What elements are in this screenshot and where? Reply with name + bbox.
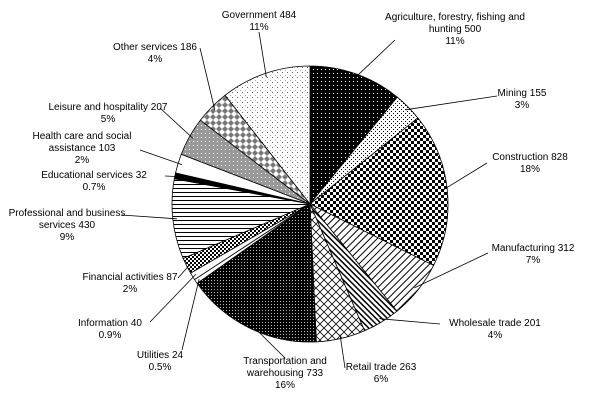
value-label: 155 xyxy=(529,88,547,99)
leader-line xyxy=(181,279,200,351)
value-label: 201 xyxy=(524,318,541,329)
share-label: 6% xyxy=(373,374,389,385)
share-label: 0.7% xyxy=(82,182,106,193)
category-name: Wholesale trade xyxy=(449,318,522,329)
category-name: Government xyxy=(221,10,277,21)
value-label: 430 xyxy=(78,220,96,231)
category-name: Construction xyxy=(492,152,549,163)
category-name: Agriculture, forestry, fishing and hunti… xyxy=(385,12,525,35)
pie-slice xyxy=(196,203,317,343)
leader-line xyxy=(443,162,488,191)
share-label: 18% xyxy=(519,164,540,175)
slice-label: Agriculture, forestry, fishing and hunti… xyxy=(385,12,525,48)
value-label: 87 xyxy=(166,272,178,283)
leader-line xyxy=(164,175,179,178)
slice-label: Government 484 11% xyxy=(199,10,319,34)
leader-line xyxy=(139,149,183,165)
slice-label: Leisure and hospitality 207 5% xyxy=(38,102,178,126)
leader-line xyxy=(258,31,267,78)
slice-label: Wholesale trade 201 4% xyxy=(435,318,555,342)
value-label: 40 xyxy=(130,318,142,329)
category-name: Health care and social assistance xyxy=(32,131,132,154)
slice-label: Utilities 24 0.5% xyxy=(125,350,195,374)
category-name: Manufacturing xyxy=(491,243,555,254)
slice-label: Financial activities 87 2% xyxy=(75,272,185,296)
share-label: 4% xyxy=(147,54,163,65)
pie-slice xyxy=(309,65,398,206)
leader-line xyxy=(199,47,216,110)
slice-label: Construction 828 18% xyxy=(485,152,575,176)
leader-line xyxy=(379,318,441,325)
slice-label: Information 40 0.9% xyxy=(70,318,150,342)
slice-label: Educational services 32 0.7% xyxy=(24,170,164,194)
value-label: 733 xyxy=(306,368,324,379)
leader-line xyxy=(354,39,396,79)
pie-slice xyxy=(309,117,449,266)
slice-label: Mining 155 3% xyxy=(482,88,562,112)
category-name: Educational services xyxy=(41,170,133,181)
value-label: 828 xyxy=(551,152,568,163)
category-name: Mining xyxy=(497,88,527,99)
share-label: 2% xyxy=(122,284,138,295)
category-name: Utilities xyxy=(136,350,170,361)
leader-line xyxy=(414,252,489,289)
leader-line xyxy=(149,273,197,323)
pie-slice xyxy=(224,65,311,206)
pie-slice xyxy=(171,178,312,259)
share-label: 11% xyxy=(445,36,465,47)
share-label: 11% xyxy=(249,22,269,33)
leader-line xyxy=(177,263,191,279)
value-label: 207 xyxy=(150,102,168,113)
share-label: 0.5% xyxy=(148,362,172,373)
leader-line xyxy=(250,324,286,359)
slice-label: Professional and business services 430 9% xyxy=(2,208,132,244)
category-name: Information xyxy=(78,318,129,329)
slice-label: Retail trade 263 6% xyxy=(336,362,426,386)
share-label: 0.9% xyxy=(98,330,122,341)
value-label: 500 xyxy=(464,24,482,35)
category-name: Retail trade xyxy=(345,362,397,373)
category-name: Other services xyxy=(113,42,178,53)
share-label: 5% xyxy=(100,114,116,125)
value-label: 263 xyxy=(399,362,417,373)
share-label: 2% xyxy=(74,155,90,166)
leader-line xyxy=(121,214,177,220)
leader-line xyxy=(339,334,346,369)
share-label: 9% xyxy=(59,232,75,243)
share-label: 7% xyxy=(525,255,541,266)
share-label: 4% xyxy=(487,330,503,341)
value-label: 186 xyxy=(180,42,197,53)
slice-label: Other services 186 4% xyxy=(105,42,205,66)
slice-label: Manufacturing 312 7% xyxy=(483,243,583,267)
slice-label: Transportation and warehousing 733 16% xyxy=(230,356,340,392)
slice-label: Health care and social assistance 103 2% xyxy=(22,131,142,167)
category-name: Transportation and warehousing xyxy=(243,356,327,379)
value-label: 484 xyxy=(279,10,297,21)
share-label: 3% xyxy=(514,100,530,111)
category-name: Professional and business services xyxy=(8,208,126,231)
category-name: Financial activities xyxy=(82,272,164,283)
value-label: 103 xyxy=(98,143,116,154)
value-label: 32 xyxy=(135,170,147,181)
leader-line xyxy=(159,107,194,139)
value-label: 312 xyxy=(557,243,575,254)
share-label: 16% xyxy=(274,380,295,391)
category-name: Leisure and hospitality xyxy=(48,102,149,113)
value-label: 24 xyxy=(171,350,184,361)
leader-line xyxy=(405,95,498,111)
